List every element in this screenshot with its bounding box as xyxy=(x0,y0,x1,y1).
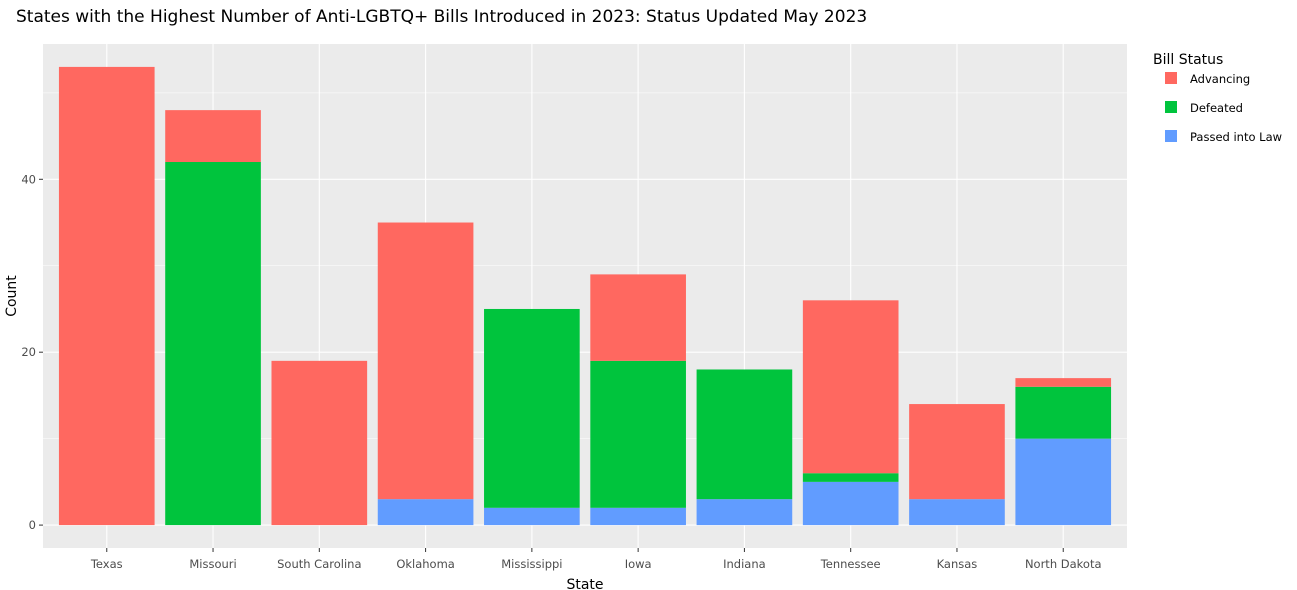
y-tick-label: 40 xyxy=(21,172,36,186)
bar-advancing xyxy=(58,66,155,526)
bar-advancing xyxy=(909,404,1005,500)
x-tick-label: Kansas xyxy=(937,557,978,571)
bar-advancing xyxy=(1015,378,1112,387)
x-tick-label: North Dakota xyxy=(1025,557,1102,571)
bar-passed-into-law xyxy=(484,507,580,526)
legend-label-defeated: Defeated xyxy=(1190,101,1243,115)
bar-passed-into-law xyxy=(909,499,1005,526)
bar-advancing xyxy=(165,110,261,163)
legend-title: Bill Status xyxy=(1153,52,1223,68)
bar-passed-into-law xyxy=(590,507,686,526)
legend-label-passed-into-law: Passed into Law xyxy=(1190,130,1282,144)
x-tick-label: Iowa xyxy=(625,557,652,571)
bar-defeated xyxy=(802,473,899,482)
x-tick-label: Indiana xyxy=(723,557,766,571)
legend: Bill Status Advancing Defeated Passed into… xyxy=(1153,52,1282,144)
x-axis-title: State xyxy=(566,577,603,590)
bar-advancing xyxy=(802,300,899,474)
bar-passed-into-law xyxy=(802,481,899,526)
bar-defeated xyxy=(696,369,793,500)
bar-passed-into-law xyxy=(696,499,793,526)
x-tick-label: Oklahoma xyxy=(396,557,455,571)
bar-advancing xyxy=(377,222,474,500)
bar-defeated xyxy=(590,360,686,508)
x-tick-label: Tennessee xyxy=(820,557,881,571)
x-tick-label: Texas xyxy=(90,557,123,571)
y-axis-title: Count xyxy=(4,275,20,317)
y-tick-label: 20 xyxy=(21,345,36,359)
legend-key-passed-into-law xyxy=(1165,130,1177,142)
bar-advancing xyxy=(271,360,368,526)
bars xyxy=(58,66,1112,526)
bar-defeated xyxy=(165,162,261,526)
bar-passed-into-law xyxy=(377,499,474,526)
legend-key-defeated xyxy=(1165,101,1177,113)
legend-label-advancing: Advancing xyxy=(1190,72,1250,86)
y-tick-label: 0 xyxy=(29,518,36,532)
bar-defeated xyxy=(484,308,580,508)
bar-advancing xyxy=(590,274,686,361)
chart-title: States with the Highest Number of Anti-L… xyxy=(16,7,867,27)
y-axis: 0 20 40 xyxy=(21,172,43,532)
x-tick-label: South Carolina xyxy=(277,557,361,571)
bar-defeated xyxy=(1015,386,1112,439)
x-tick-label: Missouri xyxy=(189,557,236,571)
x-tick-label: Mississippi xyxy=(501,557,562,571)
x-axis: Texas Missouri South Carolina Oklahoma Missi… xyxy=(90,548,1102,571)
legend-key-advancing xyxy=(1165,72,1177,84)
bar-passed-into-law xyxy=(1015,438,1112,526)
